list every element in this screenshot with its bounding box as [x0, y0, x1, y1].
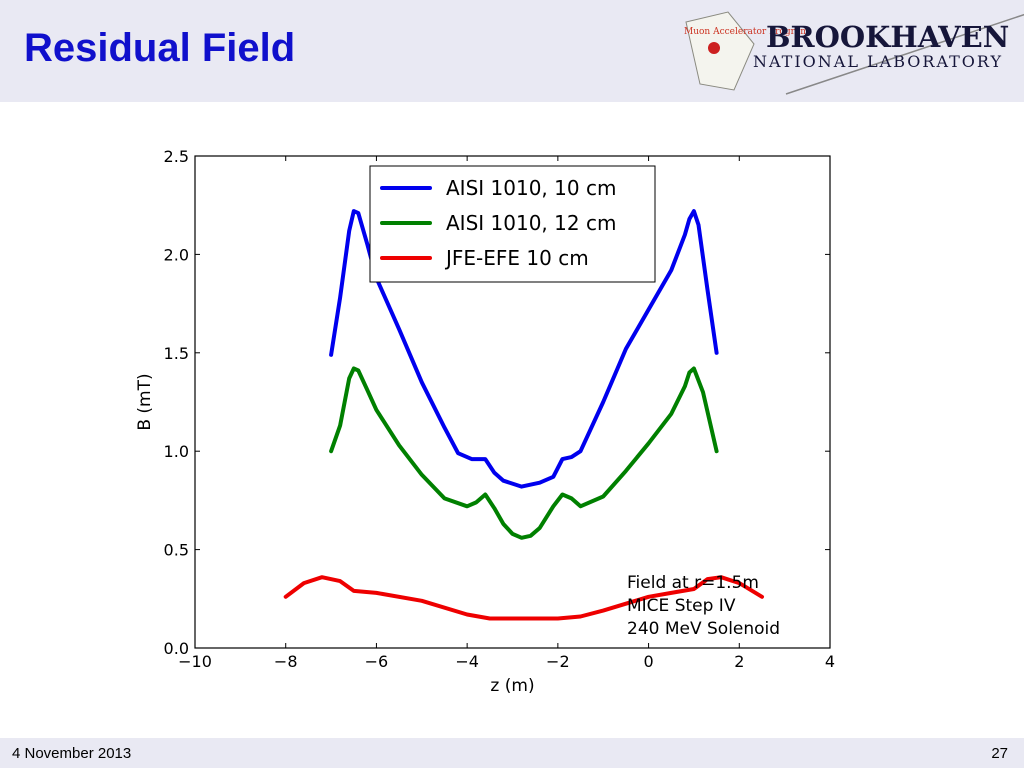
muon-accelerator-program-logo: Muon Accelerator Program	[684, 11, 1024, 95]
y-tick-label: 0.0	[164, 639, 189, 658]
residual-field-chart: −10 −8 −6 −4 −2 0 2 4 0.0 0.5 1.0 1.5 2.0 2.5 z (m) B (…	[135, 147, 835, 696]
chart-annotation-line: Field at r=1.5m	[627, 573, 759, 593]
logo-area: Muon Accelerator Program BROOKHAVEN NATI…	[676, 4, 1024, 100]
x-tick-label: −8	[274, 652, 298, 671]
y-tick-label: 2.5	[164, 147, 189, 166]
slide-header: Residual Field Muon Accelerator Program …	[0, 0, 1024, 102]
logo-map-text: Muon Accelerator Program	[684, 27, 809, 37]
y-tick-label: 1.0	[164, 442, 189, 461]
series-line-3	[283, 575, 764, 621]
y-tick-label: 1.5	[164, 344, 189, 363]
chart-annotation-line: MICE Step IV	[627, 596, 736, 616]
map-marker-icon	[708, 42, 720, 54]
footer-page-number: 27	[991, 745, 1008, 762]
bnl-logo-name: BROOKHAVEN	[766, 20, 1010, 54]
bnl-logo-subtitle: NATIONAL LABORATORY	[753, 52, 1004, 71]
slide-title: Residual Field	[24, 26, 296, 70]
x-tick-label: −2	[546, 652, 570, 671]
x-tick-label: −10	[178, 652, 212, 671]
x-tick-label: −4	[455, 652, 479, 671]
y-axis-label: B (mT)	[135, 373, 155, 430]
legend-label-3: JFE-EFE 10 cm	[444, 246, 589, 270]
y-tick-label: 0.5	[164, 541, 189, 560]
x-tick-label: −6	[365, 652, 389, 671]
x-tick-label: 4	[825, 652, 835, 671]
series-line-1	[329, 209, 719, 489]
footer-date: 4 November 2013	[12, 745, 132, 762]
plot-frame	[194, 155, 831, 649]
x-tick-label: 2	[734, 652, 744, 671]
legend-label-1: AISI 1010, 10 cm	[446, 176, 616, 200]
chart-annotation-line: 240 MeV Solenoid	[627, 619, 780, 639]
series-line-2	[329, 366, 719, 540]
x-axis-label: z (m)	[490, 676, 534, 696]
slide-footer: 4 November 2013 27	[0, 738, 1024, 768]
x-tick-label: 0	[643, 652, 653, 671]
legend-label-2: AISI 1010, 12 cm	[446, 211, 616, 235]
y-tick-label: 2.0	[164, 245, 189, 264]
